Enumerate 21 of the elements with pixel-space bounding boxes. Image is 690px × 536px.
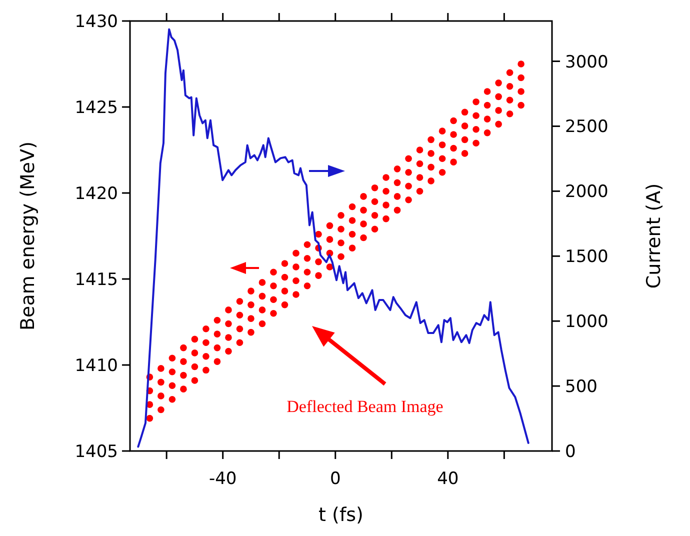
line-series bbox=[137, 28, 530, 448]
y-tick-label: 1410 bbox=[74, 356, 118, 376]
x-tick-label: -40 bbox=[208, 469, 237, 489]
y-tick-label: 1415 bbox=[74, 270, 118, 290]
y2-tick-label: 0 bbox=[565, 442, 576, 462]
y-tick-label: 1405 bbox=[74, 442, 118, 462]
annotation: Deflected Beam Image bbox=[286, 397, 444, 416]
x-tick-label: 40 bbox=[437, 469, 459, 489]
y2-tick-label: 1000 bbox=[565, 312, 608, 332]
y2-tick-label: 2500 bbox=[565, 117, 608, 138]
y-tick-label: 1420 bbox=[74, 184, 118, 204]
y2-tick-label: 1500 bbox=[565, 247, 608, 268]
y2-tick-label: 3000 bbox=[565, 52, 608, 72]
x-tick-label: 0 bbox=[330, 469, 341, 489]
y2-axis-title: Current (A) bbox=[643, 183, 665, 289]
y-tick-label: 1425 bbox=[74, 98, 118, 118]
x-axis-title: t (fs) bbox=[318, 504, 364, 526]
y-tick-label: 1430 bbox=[74, 12, 118, 32]
y2-tick-label: 500 bbox=[565, 377, 598, 398]
y-axis-title: Beam energy (MeV) bbox=[17, 141, 39, 331]
y2-tick-label: 2000 bbox=[565, 182, 608, 202]
